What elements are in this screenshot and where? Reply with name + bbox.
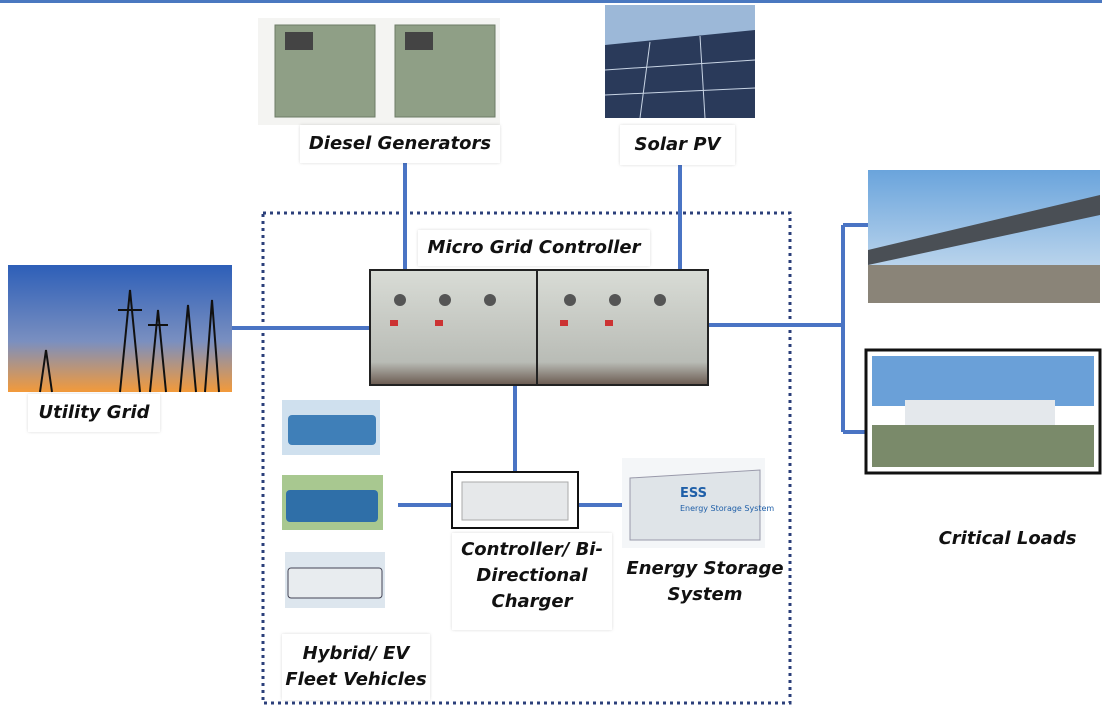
fleet-vehicle-image <box>282 475 383 530</box>
diesel-generators-image <box>258 18 500 125</box>
utility-grid-image <box>8 265 232 392</box>
node-label: Diesel Generators <box>300 125 500 163</box>
node-label: Energy Storage System <box>625 556 785 608</box>
node-label: Controller/ Bi-Directional Charger <box>452 533 612 630</box>
critical-load-image <box>868 170 1100 303</box>
node-label: Utility Grid <box>28 394 160 432</box>
top-rule <box>0 0 1102 3</box>
diagram: ESS Energy Storage System Diesel Generat… <box>0 0 1102 707</box>
node-label: Hybrid/ EV Fleet Vehicles <box>282 634 430 700</box>
controller-panel-image <box>370 270 708 385</box>
fleet-vehicle-image <box>285 552 385 608</box>
solar-pv-image <box>605 5 755 118</box>
fleet-vehicle-image <box>282 400 380 455</box>
node-label: Critical Loads <box>925 526 1090 552</box>
ess-image-text: Energy Storage System <box>680 504 774 513</box>
node-label: Micro Grid Controller <box>418 230 650 266</box>
node-label: Solar PV <box>620 125 735 165</box>
ess-image-text: ESS <box>680 486 707 501</box>
critical-load-image <box>866 350 1100 473</box>
charger-image <box>452 472 578 528</box>
ess-image: ESS Energy Storage System <box>622 458 774 548</box>
